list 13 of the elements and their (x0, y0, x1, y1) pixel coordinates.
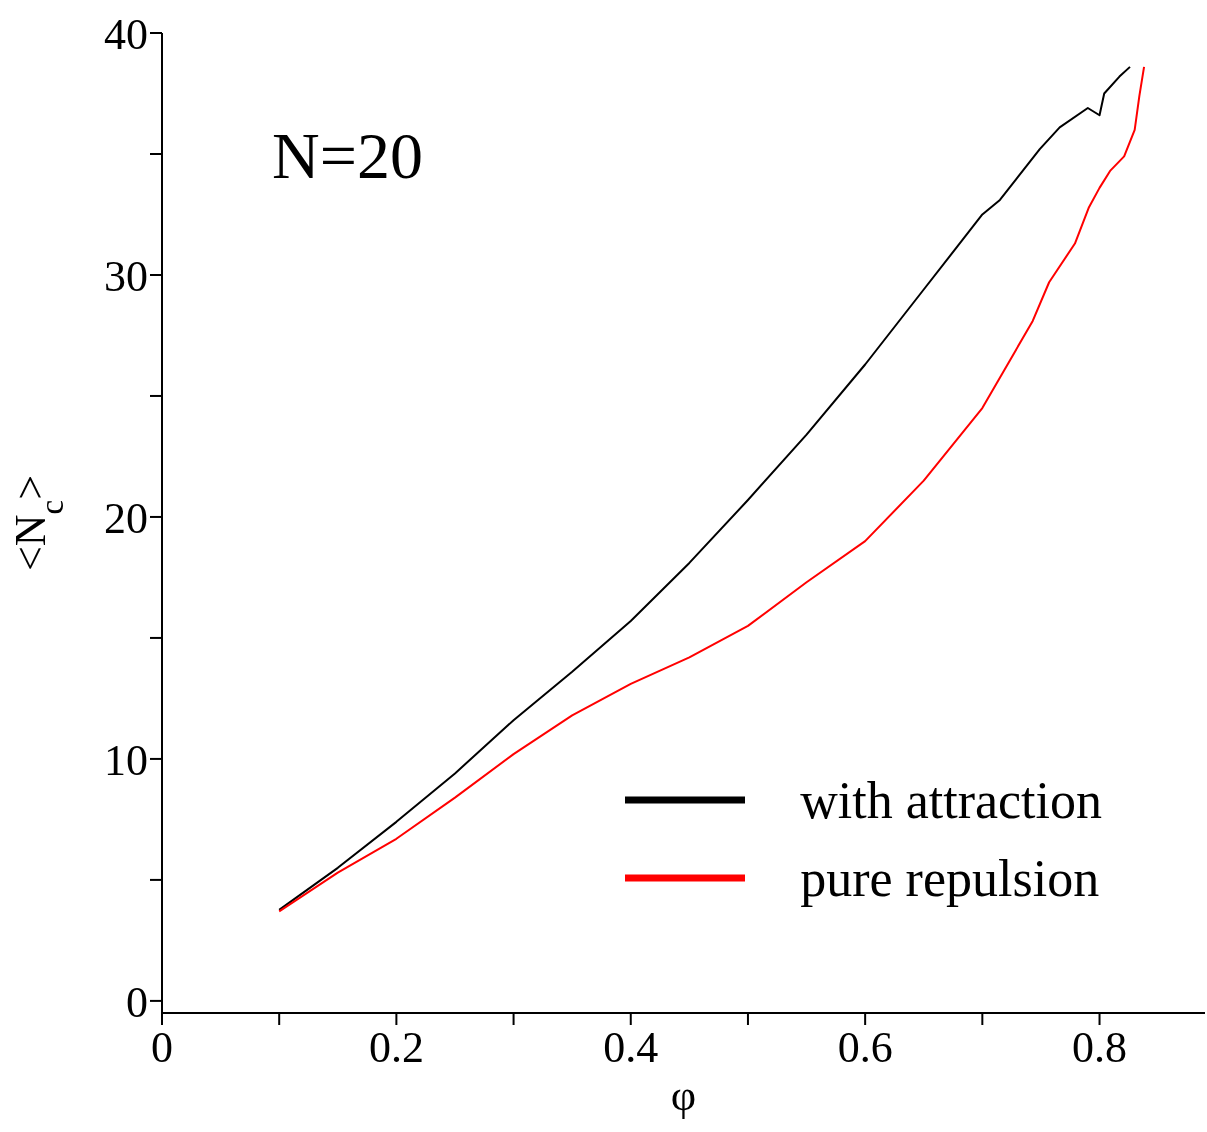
x-tick-label: 0.6 (837, 1023, 893, 1073)
x-tick-label: 0.2 (368, 1023, 424, 1073)
y-tick-label: 30 (104, 251, 148, 301)
x-axis-title: φ (670, 1071, 697, 1120)
legend-label: with attraction (800, 770, 1102, 830)
y-tick-label: 10 (104, 735, 148, 785)
x-tick-label: 0.4 (603, 1023, 659, 1073)
legend-label: pure repulsion (800, 848, 1100, 908)
annotation: N=20 (272, 118, 423, 194)
y-tick-label: 20 (104, 493, 148, 543)
x-tick-label: 0.8 (1072, 1023, 1128, 1073)
y-tick-label: 40 (104, 9, 148, 59)
y-tick-label: 0 (126, 977, 148, 1027)
